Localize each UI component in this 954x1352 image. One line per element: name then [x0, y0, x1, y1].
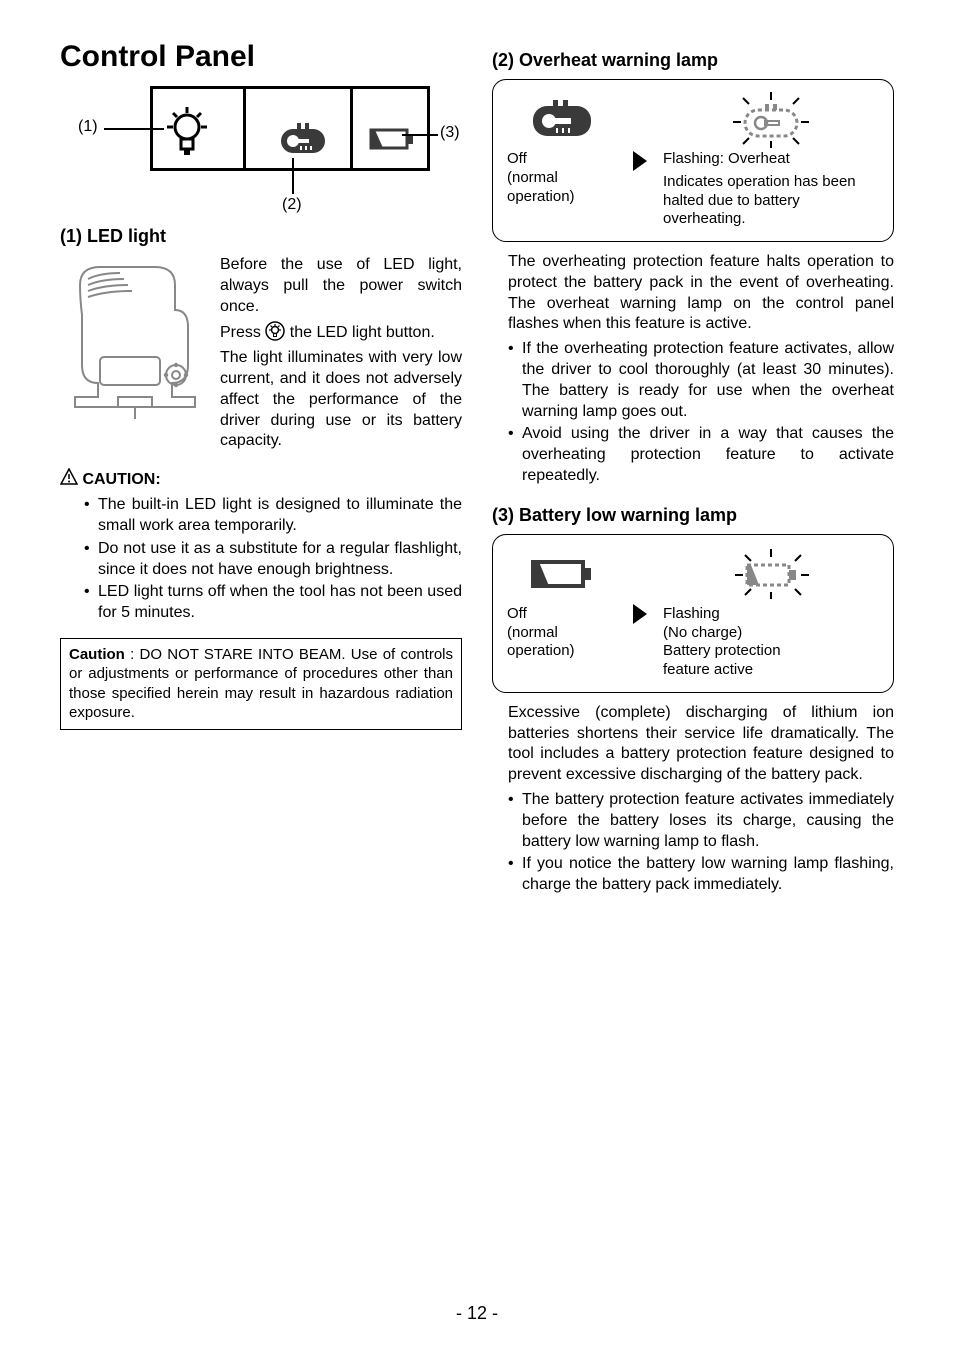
caution-list: The built-in LED light is designed to il…: [84, 495, 462, 624]
overheat-item: If the overheating protection feature ac…: [508, 339, 894, 422]
battery-p1: Excessive (complete) discharging of lith…: [508, 703, 894, 786]
control-panel-figure: (1) (3) (2): [60, 86, 462, 216]
page-number: - 12 -: [0, 1303, 954, 1324]
page-title: Control Panel: [60, 40, 462, 74]
overheat-off-icon: [507, 94, 617, 144]
panel-frame: [150, 86, 430, 171]
led-button-icon: [265, 321, 285, 341]
overheat-flash-label-1: Flashing: Overheat: [663, 150, 879, 169]
callout-line: [402, 134, 438, 136]
left-column: Control Panel: [60, 40, 462, 898]
panel-divider: [350, 86, 353, 171]
caution-box: Caution : DO NOT STARE INTO BEAM. Use of…: [60, 638, 462, 730]
callout-line: [292, 158, 294, 194]
overheat-item: Avoid using the driver in a way that cau…: [508, 424, 894, 486]
callout-1-label: (1): [78, 118, 98, 136]
led-heading: (1) LED light: [60, 226, 462, 247]
right-column: (2) Overheat warning lamp: [492, 40, 894, 898]
caution-heading: CAUTION:: [60, 468, 462, 489]
callout-3-label: (3): [440, 124, 460, 142]
battery-off-icon: [507, 549, 617, 599]
overheat-p1: The overheating protection feature halts…: [508, 252, 894, 335]
led-p3: The light illuminates with very low curr…: [220, 348, 462, 452]
battery-heading: (3) Battery low warning lamp: [492, 505, 894, 526]
arrow-icon: [631, 145, 649, 178]
overheat-flash-icon: [663, 94, 879, 144]
battery-item: The battery protection feature activates…: [508, 790, 894, 852]
warning-triangle-icon: [60, 468, 78, 486]
jigsaw-illustration: [60, 255, 210, 420]
battery-flash-label: Flashing (No charge) Battery protection …: [663, 605, 879, 680]
arrow-icon: [631, 598, 649, 631]
led-p2b: the LED light button.: [290, 324, 435, 341]
led-p2: Press the LED light button.: [220, 321, 462, 344]
battery-lamp-box: Off (normal operation): [492, 534, 894, 693]
panel-divider: [243, 86, 246, 171]
caution-heading-text: CAUTION:: [78, 471, 161, 488]
led-section: Before the use of LED light, always pull…: [60, 255, 462, 456]
battery-flash-icon: [663, 549, 879, 599]
battery-item: If you notice the battery low warning la…: [508, 854, 894, 896]
caution-item: Do not use it as a substitute for a regu…: [84, 539, 462, 581]
overheat-heading: (2) Overheat warning lamp: [492, 50, 894, 71]
led-p1: Before the use of LED light, always pull…: [220, 255, 462, 317]
led-p2a: Press: [220, 324, 265, 341]
battery-off-label: Off (normal operation): [507, 605, 617, 661]
callout-line: [104, 128, 164, 130]
overheat-list: If the overheating protection feature ac…: [508, 339, 894, 487]
battery-list: The battery protection feature activates…: [508, 790, 894, 896]
caution-item: LED light turns off when the tool has no…: [84, 582, 462, 624]
overheat-lamp-box: Off (normal operation): [492, 79, 894, 242]
overheat-flash-label-2: Indicates operation has been halted due …: [663, 173, 879, 229]
caution-item: The built-in LED light is designed to il…: [84, 495, 462, 537]
caution-box-bold: Caution: [69, 646, 125, 663]
caution-box-text: : DO NOT STARE INTO BEAM. Use of control…: [69, 646, 453, 722]
overheat-off-label: Off (normal operation): [507, 150, 617, 206]
callout-2-label: (2): [282, 196, 302, 214]
